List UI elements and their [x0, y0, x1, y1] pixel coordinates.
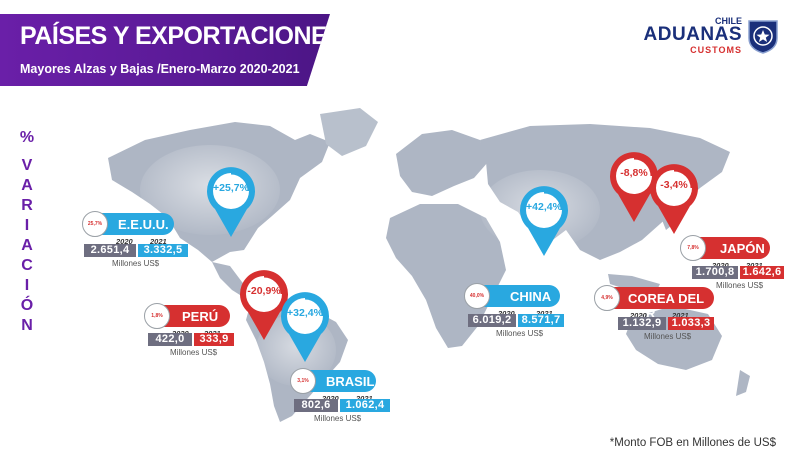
peru-share-value: 1,8% [151, 313, 162, 319]
china-share-badge: 40,0% [464, 283, 490, 309]
page-subtitle: Mayores Alzas y Bajas /Enero-Marzo 2020-… [20, 62, 300, 76]
korea-share-badge: 4,9% [594, 285, 620, 311]
usa-share-badge: 25,7% [82, 211, 108, 237]
shield-icon [746, 18, 780, 54]
korea-unit: Millones US$ [644, 332, 691, 341]
peru-country-name: PERÚ [182, 309, 218, 324]
variation-vertical-label: % V A R I A C I Ó N [16, 128, 38, 336]
map-pin-icon [277, 290, 333, 364]
japan-name-tag: 7,8% JAPÓN [690, 237, 770, 259]
side-char: C [16, 256, 38, 276]
china-country-name: CHINA [510, 289, 551, 304]
brazil-name-tag: 3,1% BRASIL [300, 370, 376, 392]
china-variation-value: +42,4% [516, 201, 572, 213]
peru-value-2020: 422,0 [148, 333, 192, 346]
usa-value-2020: 2.651,4 [84, 244, 136, 257]
brazil-variation-value: +32,4% [277, 307, 333, 319]
new-zealand-shape [736, 370, 750, 396]
china-name-tag: 40,0% CHINA [474, 285, 560, 307]
korea-share-value: 4,9% [601, 295, 612, 301]
japan-unit: Millones US$ [716, 281, 763, 290]
side-char: R [16, 196, 38, 216]
peru-share-badge: 1,8% [144, 303, 170, 329]
peru-value-2021: 333,9 [194, 333, 234, 346]
map-pin-icon [646, 162, 702, 236]
brazil-value-2021: 1.062,4 [340, 399, 390, 412]
side-char: A [16, 176, 38, 196]
china-share-value: 40,0% [470, 293, 484, 299]
logo-customs-text: CUSTOMS [690, 45, 742, 55]
footnote: *Monto FOB en Millones de US$ [610, 437, 776, 449]
aduanas-logo: CHILE ADUANAS CUSTOMS [626, 16, 786, 60]
china-value-2021: 8.571,7 [518, 314, 564, 327]
side-char: I [16, 216, 38, 236]
usa-value-2021: 3.332,5 [138, 244, 188, 257]
brazil-share-value: 3,1% [297, 378, 308, 384]
japan-variation-pin: -3,4% [646, 162, 702, 236]
japan-value-2021: 1.642,6 [740, 266, 784, 279]
brazil-value-2020: 802,6 [294, 399, 338, 412]
korea-value-2021: 1.033,3 [668, 317, 714, 330]
peru-unit: Millones US$ [170, 348, 217, 357]
side-char: N [16, 316, 38, 336]
map-pin-icon [516, 184, 572, 258]
usa-name-tag: 25,7% E.E.U.U. [92, 213, 174, 235]
brazil-variation-pin: +32,4% [277, 290, 333, 364]
side-char: I [16, 276, 38, 296]
usa-variation-pin: +25,7% [203, 165, 259, 239]
korea-name-tag: 4,9% COREA DEL SUR [604, 287, 714, 309]
japan-variation-value: -3,4% [646, 179, 702, 191]
side-char: % [16, 128, 38, 148]
china-value-2020: 6.019,2 [468, 314, 516, 327]
header-banner: PAÍSES Y EXPORTACIONES Mayores Alzas y B… [0, 14, 330, 86]
china-variation-pin: +42,4% [516, 184, 572, 258]
japan-value-2020: 1.700,8 [692, 266, 738, 279]
korea-value-2020: 1.132,9 [618, 317, 666, 330]
usa-unit: Millones US$ [112, 259, 159, 268]
side-char: V [16, 156, 38, 176]
brazil-share-badge: 3,1% [290, 368, 316, 394]
peru-name-tag: 1,8% PERÚ [154, 305, 230, 327]
china-unit: Millones US$ [496, 329, 543, 338]
greenland-shape [320, 108, 378, 156]
usa-country-name: E.E.U.U. [118, 217, 169, 232]
europe-shape [396, 130, 488, 196]
japan-country-name: JAPÓN [720, 241, 765, 256]
side-char: Ó [16, 296, 38, 316]
japan-share-badge: 7,8% [680, 235, 706, 261]
logo-main-text: ADUANAS [644, 24, 743, 46]
japan-share-value: 7,8% [687, 245, 698, 251]
brazil-unit: Millones US$ [314, 414, 361, 423]
map-pin-icon [203, 165, 259, 239]
usa-share-value: 25,7% [88, 221, 102, 227]
usa-variation-value: +25,7% [203, 182, 259, 194]
page-title: PAÍSES Y EXPORTACIONES [20, 22, 343, 51]
side-char: A [16, 236, 38, 256]
brazil-country-name: BRASIL [326, 374, 374, 389]
side-spacer [16, 148, 38, 156]
